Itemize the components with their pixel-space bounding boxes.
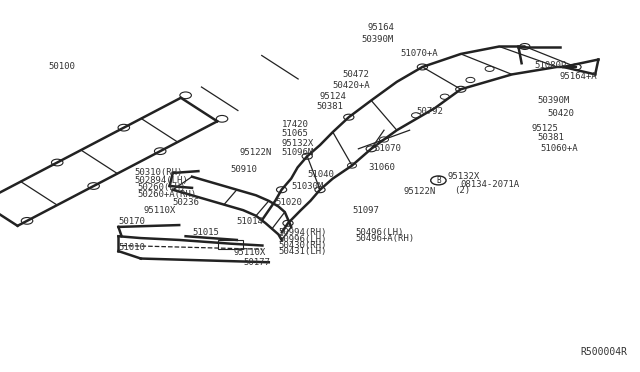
Text: 95122N: 95122N: [403, 187, 435, 196]
Text: 51070+A: 51070+A: [400, 49, 438, 58]
Text: 17420: 17420: [282, 120, 308, 129]
Text: 50996(LH): 50996(LH): [278, 235, 327, 244]
Text: 502894(LH): 502894(LH): [134, 176, 188, 185]
Text: 95110X: 95110X: [144, 206, 176, 215]
Text: 95164+A: 95164+A: [560, 72, 598, 81]
Text: 51010: 51010: [118, 243, 145, 252]
Text: 50496+A(RH): 50496+A(RH): [355, 234, 414, 243]
Text: 95110X: 95110X: [234, 248, 266, 257]
Text: 51065: 51065: [282, 129, 308, 138]
Text: 50390M: 50390M: [538, 96, 570, 105]
Text: 95164: 95164: [368, 23, 395, 32]
Text: 50910: 50910: [230, 165, 257, 174]
Text: 50994(RH): 50994(RH): [278, 228, 327, 237]
Text: 50381: 50381: [538, 133, 564, 142]
Text: 51096M: 51096M: [282, 148, 314, 157]
Text: 50420: 50420: [547, 109, 574, 118]
Text: 51015: 51015: [192, 228, 219, 237]
Text: 95122N: 95122N: [240, 148, 272, 157]
Text: 50236: 50236: [173, 198, 200, 207]
Text: 08134-2071A: 08134-2071A: [461, 180, 520, 189]
Text: 95132X: 95132X: [282, 139, 314, 148]
Text: 50472: 50472: [342, 70, 369, 79]
Text: 51097: 51097: [352, 206, 379, 215]
Text: 50431(LH): 50431(LH): [278, 247, 327, 256]
Text: R500004R: R500004R: [580, 347, 627, 357]
Text: 50496(LH): 50496(LH): [355, 228, 404, 237]
Text: 50100: 50100: [48, 62, 75, 71]
Text: 51040: 51040: [307, 170, 334, 179]
Text: 51030M: 51030M: [291, 182, 323, 190]
Text: 51014: 51014: [237, 217, 264, 226]
Text: 95132X: 95132X: [448, 172, 480, 181]
Text: 50381: 50381: [317, 102, 344, 110]
Text: 50177: 50177: [243, 258, 270, 267]
Text: 50792: 50792: [416, 107, 443, 116]
Text: 95125: 95125: [531, 124, 558, 133]
Text: 95124: 95124: [320, 92, 347, 101]
Text: B: B: [436, 176, 441, 185]
Text: 51060+A: 51060+A: [541, 144, 579, 153]
Text: 50310(RH): 50310(RH): [134, 169, 183, 177]
Text: 50260(LH): 50260(LH): [138, 183, 186, 192]
Text: 50170: 50170: [118, 217, 145, 226]
Text: 50260+A(RH): 50260+A(RH): [138, 190, 196, 199]
Text: 51080P: 51080P: [534, 61, 566, 70]
Text: 51020: 51020: [275, 198, 302, 207]
Text: (2): (2): [454, 186, 470, 195]
Text: 50390M: 50390M: [362, 35, 394, 44]
Text: 51070: 51070: [374, 144, 401, 153]
Text: 50430(RH): 50430(RH): [278, 241, 327, 250]
Bar: [218, 240, 243, 249]
Text: 31060: 31060: [368, 163, 395, 172]
Text: 50420+A: 50420+A: [333, 81, 371, 90]
